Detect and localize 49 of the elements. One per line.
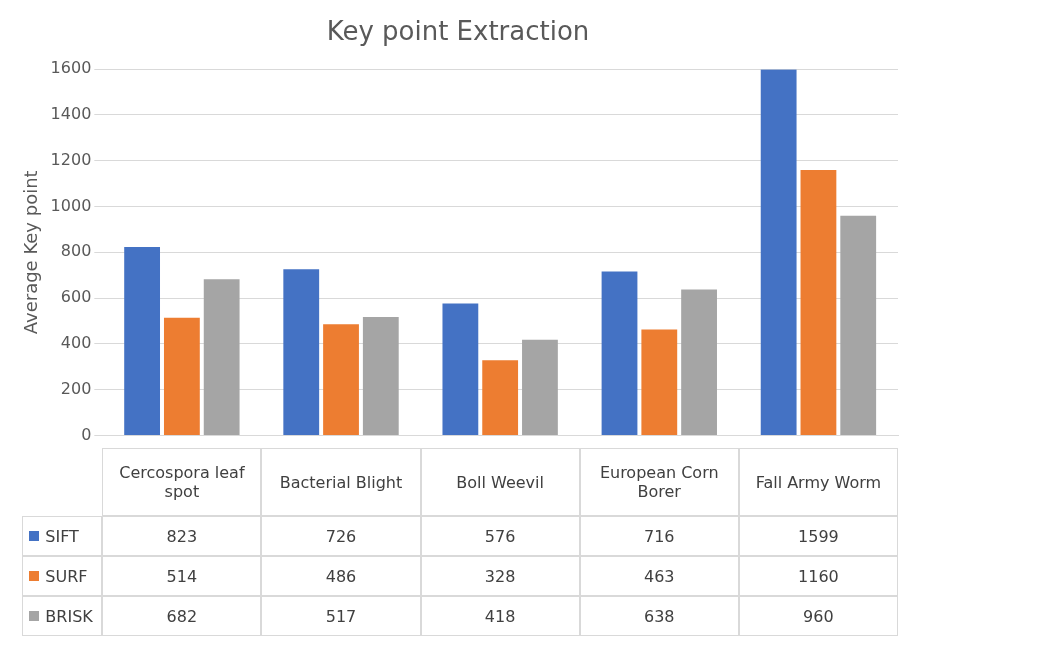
bar (283, 269, 320, 435)
data-label: 960 (738, 596, 898, 636)
bar (522, 339, 558, 435)
chart-title: Key point Extraction (326, 16, 590, 47)
bar (323, 324, 359, 435)
bar (760, 69, 797, 435)
bar (482, 360, 519, 435)
bar (124, 247, 161, 435)
y-tick-label: 600 (60, 287, 92, 307)
bar (800, 169, 837, 435)
x-tick-label: Cercospora leaf spot (102, 448, 262, 516)
x-tick-label: Boll Weevil (420, 448, 580, 516)
x-tick-label: European Corn Borer (579, 448, 739, 516)
data-label: 638 (579, 596, 739, 636)
legend-label: SURF (45, 566, 88, 586)
y-axis-title: Average Key point (20, 170, 42, 335)
data-label: 328 (420, 556, 580, 596)
bar (442, 303, 479, 435)
bar (203, 279, 240, 435)
y-tick-label: 1600 (50, 58, 92, 78)
bar (840, 215, 877, 435)
data-label: 1599 (738, 516, 898, 556)
y-tick-label: 400 (60, 333, 92, 353)
data-label: 682 (102, 596, 262, 636)
data-label: 463 (579, 556, 739, 596)
data-label: 823 (102, 516, 262, 556)
bar (362, 317, 399, 435)
y-tick-label: 800 (60, 241, 92, 261)
legend-label: BRISK (45, 606, 93, 626)
y-tick-label: 200 (60, 378, 92, 398)
y-tick-label: 1200 (50, 149, 92, 169)
data-label: 1160 (738, 556, 898, 596)
x-tick-label: Bacterial Blight (261, 448, 421, 516)
legend-label: SIFT (45, 526, 79, 546)
bar (163, 317, 200, 435)
y-tick-label: 1000 (50, 195, 92, 215)
data-label: 517 (261, 596, 421, 636)
data-label: 514 (102, 556, 262, 596)
x-tick-label: Fall Army Worm (738, 448, 898, 516)
bar (641, 329, 678, 435)
bar (601, 271, 638, 435)
data-label: 716 (579, 516, 739, 556)
data-label: 486 (261, 556, 421, 596)
bar (681, 289, 717, 435)
y-tick-label: 0 (81, 424, 92, 444)
y-tick-label: 1400 (50, 104, 92, 124)
data-label: 726 (261, 516, 421, 556)
data-label: 418 (420, 596, 580, 636)
data-label: 576 (420, 516, 580, 556)
